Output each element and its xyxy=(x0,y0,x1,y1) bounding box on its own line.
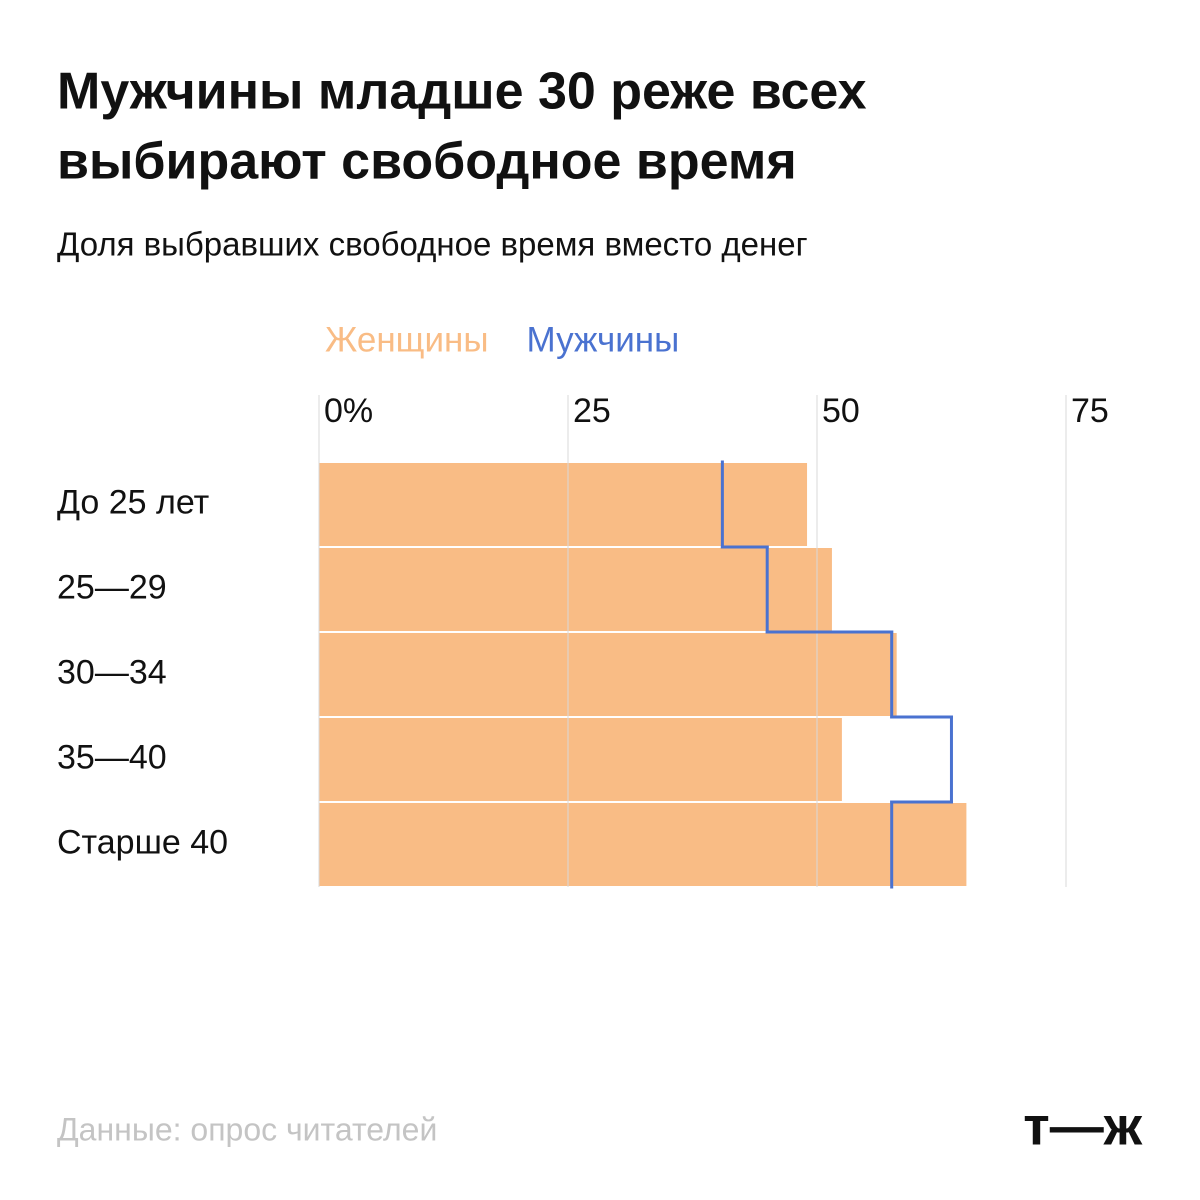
bar xyxy=(319,718,842,801)
chart-title: выбирают свободное время xyxy=(57,133,797,191)
y-tick-label: До 25 лет xyxy=(57,483,209,521)
x-tick-label: 50 xyxy=(822,392,860,430)
bar xyxy=(319,463,808,546)
x-tick-label: 25 xyxy=(573,392,611,430)
y-tick-label: 35—40 xyxy=(57,738,167,776)
logo: т—ж xyxy=(1023,1096,1142,1156)
bar xyxy=(319,803,967,886)
bar xyxy=(319,548,832,631)
y-tick-label: Старше 40 xyxy=(57,823,228,861)
chart-subtitle: Доля выбравших свободное время вместо де… xyxy=(57,226,808,263)
x-tick-label: 0% xyxy=(324,392,373,430)
y-tick-label: 25—29 xyxy=(57,568,167,606)
legend-entry: Мужчины xyxy=(527,320,680,359)
source: Данные: опрос читателей xyxy=(57,1111,437,1147)
legend-entry: Женщины xyxy=(325,320,489,359)
y-tick-label: 30—34 xyxy=(57,653,167,691)
chart-title: Мужчины младше 30 реже всех xyxy=(57,63,867,121)
bar xyxy=(319,633,897,716)
x-tick-label: 75 xyxy=(1071,392,1109,430)
